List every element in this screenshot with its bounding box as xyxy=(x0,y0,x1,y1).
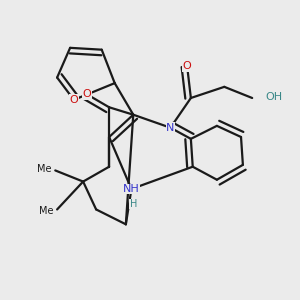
Text: O: O xyxy=(183,61,191,71)
Text: H: H xyxy=(130,199,137,209)
Text: Me: Me xyxy=(37,164,52,174)
Text: N: N xyxy=(166,123,175,133)
Text: O: O xyxy=(70,95,78,105)
Text: O: O xyxy=(82,89,91,99)
Text: OH: OH xyxy=(265,92,282,102)
Text: NH: NH xyxy=(123,184,140,194)
Text: Me: Me xyxy=(39,206,53,216)
